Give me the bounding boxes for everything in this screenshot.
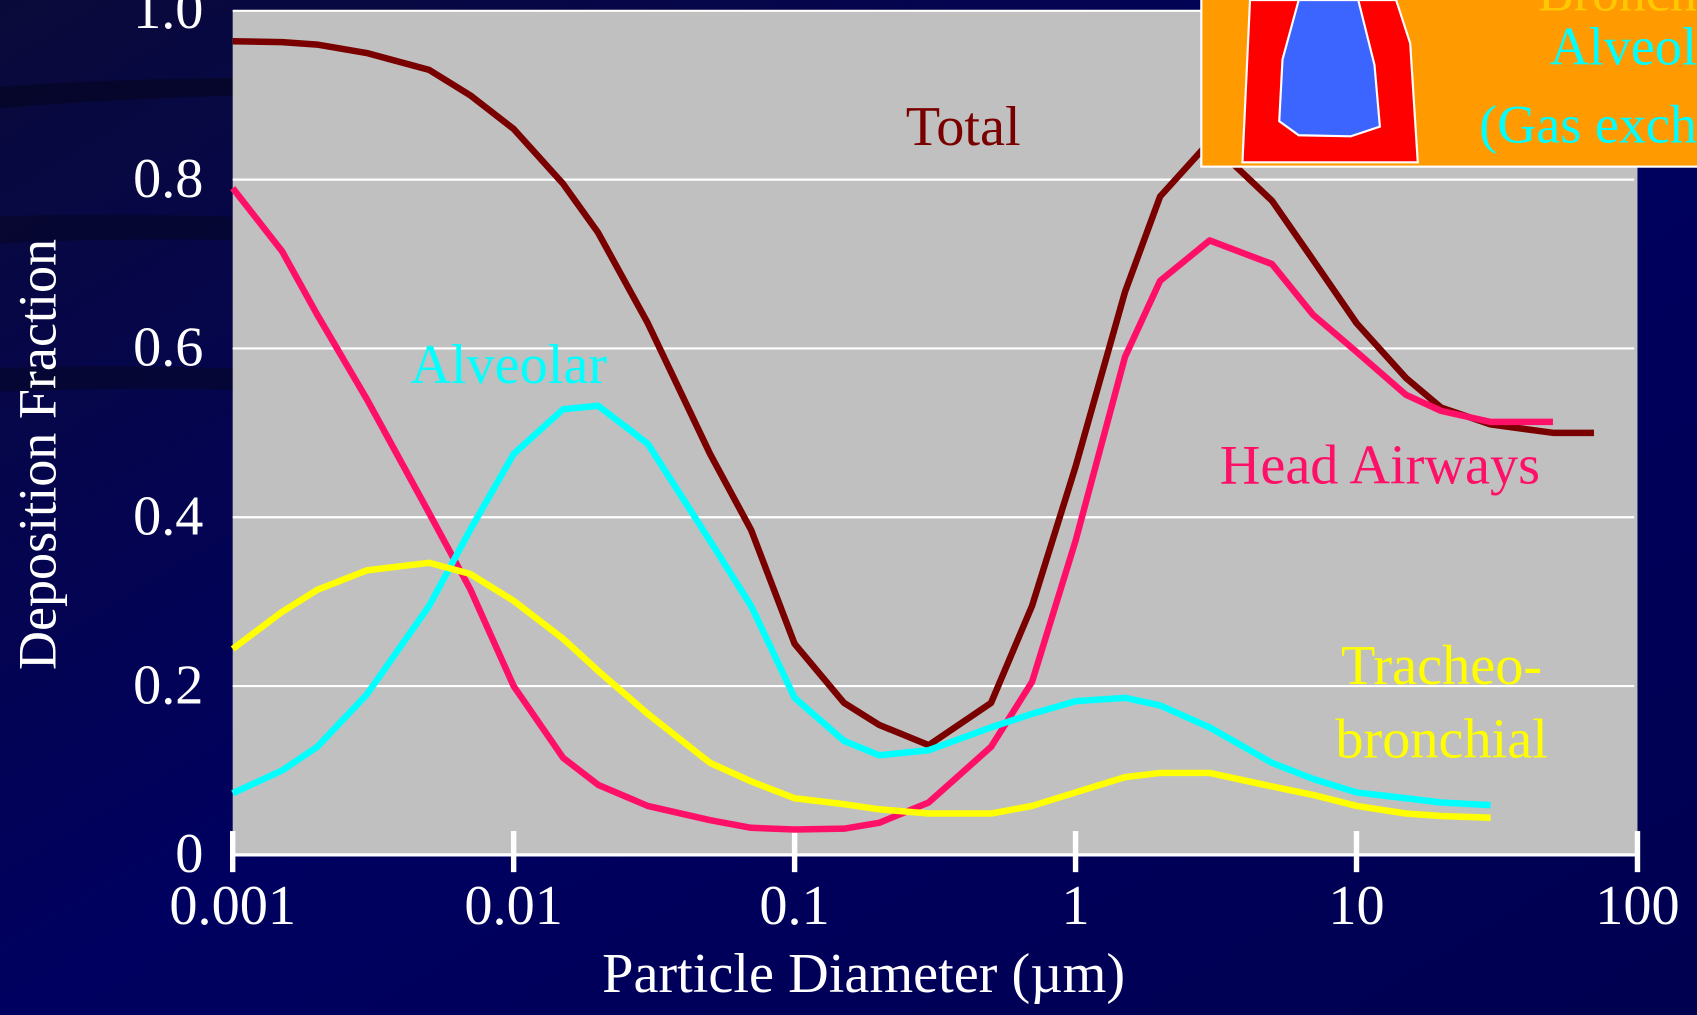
x-tick-label: 0.01	[464, 875, 562, 937]
page: {"chart_data": { "type": "line", "xscale…	[0, 0, 1697, 1015]
x-tick-label: 1	[1061, 875, 1089, 937]
x-tick-label: 100	[1595, 875, 1679, 937]
y-tick-label: 0.4	[133, 485, 203, 547]
inset: Bronch Alveol (Gas exch	[1201, 0, 1697, 167]
y-axis-title: Deposition Fraction	[8, 239, 68, 670]
inset-text: (Gas exch	[1479, 94, 1697, 154]
inset-text: Alveol	[1550, 16, 1697, 76]
y-tick-label: 1.0	[133, 0, 203, 41]
y-tick-label: 0.2	[133, 654, 203, 716]
chart: 00.20.40.60.81.00.0010.010.1110100TotalH…	[0, 0, 1697, 1015]
series-label: bronchial	[1335, 708, 1548, 770]
y-tick-label: 0.8	[133, 148, 203, 210]
x-tick-label: 10	[1328, 875, 1384, 937]
series-label: Alveolar	[410, 334, 607, 396]
x-axis-title: Particle Diameter (µm)	[602, 943, 1125, 1005]
series-label: Total	[906, 96, 1021, 158]
series-label: Head Airways	[1220, 435, 1540, 497]
y-tick-label: 0.6	[133, 317, 203, 379]
series-label: Tracheo-	[1341, 635, 1542, 697]
x-tick-label: 0.1	[759, 875, 829, 937]
x-tick-label: 0.001	[169, 875, 296, 937]
